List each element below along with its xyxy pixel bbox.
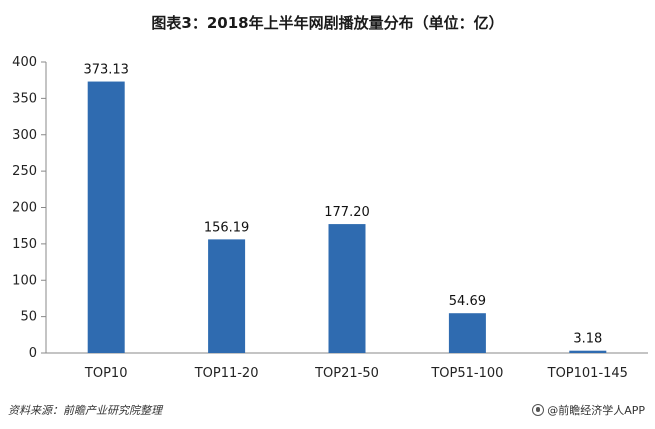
y-tick-label: 50 — [20, 310, 37, 325]
y-tick-label: 300 — [12, 128, 37, 143]
brand-text: @前瞻经济学人APP — [547, 404, 645, 417]
bar — [87, 81, 125, 354]
brand-logo-icon — [532, 404, 545, 416]
y-tick-label: 250 — [12, 164, 37, 179]
x-category-label: TOP21-50 — [314, 366, 379, 381]
y-tick-label: 100 — [12, 273, 37, 288]
bar-value-label: 177.20 — [324, 205, 370, 220]
brand-note: @前瞻经济学人APP — [532, 402, 645, 418]
bar-value-label: 3.18 — [573, 332, 602, 347]
y-tick-label: 350 — [12, 91, 37, 106]
y-tick-label: 200 — [12, 201, 37, 216]
bar-value-label: 373.13 — [83, 63, 129, 78]
bar — [328, 224, 366, 353]
x-category-label: TOP10 — [84, 366, 128, 381]
bar-value-label: 156.19 — [204, 220, 250, 235]
x-category-label: TOP11-20 — [194, 366, 259, 381]
bar — [569, 350, 607, 353]
bars-group — [87, 81, 607, 354]
x-category-label: TOP101-145 — [547, 366, 628, 381]
x-category-label: TOP51-100 — [430, 366, 503, 381]
y-axis: 0 50 100 150 200 250 300 350 400 — [12, 55, 47, 361]
bar — [208, 239, 246, 353]
y-tick-label: 400 — [12, 55, 37, 70]
y-tick-label: 150 — [12, 237, 37, 252]
bar — [448, 313, 486, 353]
chart-title: 图表3：2018年上半年网剧播放量分布（单位：亿） — [151, 14, 504, 32]
data-labels-group: 373.13 156.19 177.20 54.69 3.18 — [83, 63, 602, 347]
source-note: 资料来源：前瞻产业研究院整理 — [8, 404, 162, 417]
bar-value-label: 54.69 — [449, 294, 486, 309]
x-axis: TOP10 TOP11-20 TOP21-50 TOP51-100 TOP101-145 — [46, 352, 648, 381]
y-tick-label: 0 — [29, 346, 37, 361]
